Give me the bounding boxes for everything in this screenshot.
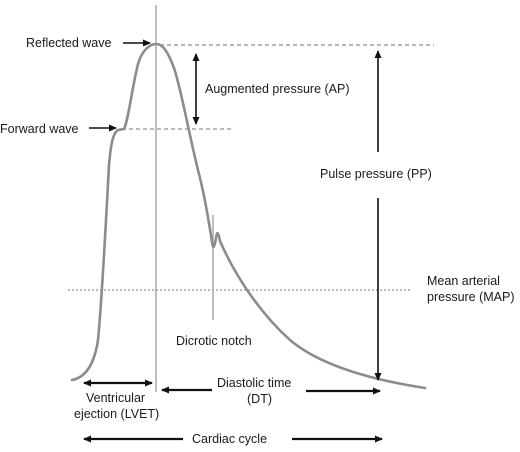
- ventricular-ejection-label-line2: ejection (LVET): [74, 407, 159, 421]
- dicrotic-notch-label: Dicrotic notch: [176, 334, 252, 348]
- diastolic-time-label-line2: (DT): [247, 392, 272, 406]
- mean-arterial-pressure-label-line1: Mean arterial: [427, 274, 500, 288]
- reflected-wave-label: Reflected wave: [26, 36, 112, 50]
- ventricular-ejection-label-line1: Ventricular: [86, 391, 145, 405]
- pressure-waveform-curve: [70, 42, 427, 390]
- mean-arterial-pressure-label-line2: pressure (MAP): [427, 290, 515, 304]
- diastolic-time-label-line1: Diastolic time: [217, 376, 291, 390]
- forward-wave-label: Forward wave: [0, 122, 79, 136]
- pulse-pressure-label: Pulse pressure (PP): [320, 167, 432, 181]
- augmented-pressure-label: Augmented pressure (AP): [205, 82, 350, 96]
- cardiac-cycle-label: Cardiac cycle: [192, 432, 267, 446]
